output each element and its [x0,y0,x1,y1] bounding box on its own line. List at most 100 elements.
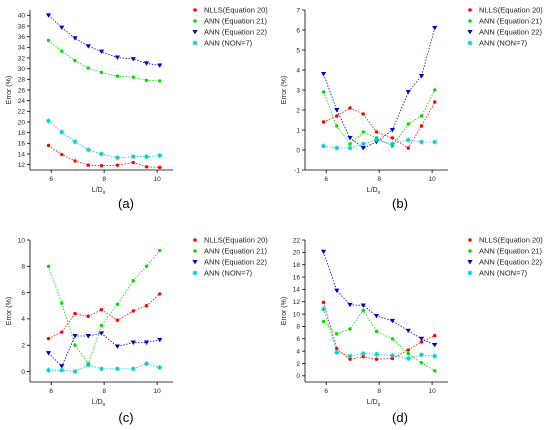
data-point [85,333,91,339]
data-point [130,154,136,160]
series-0 [321,100,437,150]
legend-marker [467,260,473,265]
x-tick-label: 8 [102,176,106,183]
data-point [45,13,52,18]
data-point [320,72,327,77]
data-point [419,352,425,358]
data-point [321,319,326,324]
data-point [46,38,51,43]
data-point [334,288,340,294]
legend-item-1: ANN (Equation 21) [193,247,267,256]
data-point [144,264,149,268]
data-point [72,368,78,374]
y-tick-label: 5 [296,47,300,54]
data-point [60,152,64,157]
legend-marker [193,19,197,23]
x-tick-label: 10 [428,176,436,183]
chart-panel-a: 12 14 16 18 20 22 24 26 28 30 32 34 36 38 40 6 8 10 L/Ds Er… [6,6,268,212]
data-point [406,146,410,150]
y-tick-label: 8 [296,324,300,331]
data-point [130,57,136,62]
legend-label: ANN (NON=7) [479,39,528,48]
data-point [360,303,366,308]
data-point [348,357,352,361]
y-tick-label: 16 [18,141,26,148]
legend-marker [467,40,473,46]
y-tick-label: 6 [21,290,25,297]
legend-marker [468,19,472,23]
legend-item-1: ANN (Equation 21) [468,17,542,26]
series-0 [46,143,162,170]
series-2 [45,331,163,369]
data-point [144,154,150,160]
series-1 [46,248,162,366]
data-point [157,153,163,159]
legend-item-2: ANN (Equation 22) [192,28,267,37]
data-point [335,114,339,118]
series-line [48,332,160,367]
y-tick-label: 4 [21,316,25,323]
data-point [347,302,353,308]
legend-label: ANN (Equation 22) [479,28,542,37]
legend-label: ANN (NON=7) [204,269,253,278]
data-point [374,357,379,361]
data-point [373,313,380,319]
data-point [73,311,77,316]
x-tick-label: 10 [153,388,161,395]
series-line [323,309,436,372]
y-axis-label: Error (%) [281,76,288,104]
data-point [158,165,162,170]
legend-item-2: ANN (Equation 22) [467,28,542,37]
data-point [432,353,438,359]
data-point [348,327,352,331]
data-point [321,90,326,94]
data-point [374,329,379,334]
series-line [48,250,161,365]
legend-label: ANN (Equation 21) [479,247,542,256]
data-point [374,137,379,143]
data-point [348,106,352,110]
y-tick-label: 0 [296,147,300,154]
data-point [432,139,438,145]
data-point [361,130,365,134]
data-point [360,141,366,147]
y-tick-label: 20 [293,250,301,257]
legend-marker [192,30,198,35]
y-tick-label: 10 [18,237,26,244]
series-line [48,293,161,339]
y-tick-label: 2 [296,107,300,114]
y-tick-label: 2 [21,342,25,349]
y-tick-label: 38 [18,23,26,30]
y-tick-label: 22 [18,109,26,116]
y-tick-label: 6 [296,27,300,34]
legend-item-1: ANN (Equation 21) [468,247,542,256]
legend-label: ANN (Equation 21) [204,247,267,256]
y-tick-label: 40 [18,13,26,20]
x-tick-label: 8 [102,388,106,395]
series-line [48,363,160,372]
series-2 [320,26,438,151]
y-tick-label: 3 [296,87,300,94]
legend-marker [193,249,197,253]
series-line [323,302,435,360]
data-point [99,70,104,75]
legend-label: NLLS(Equation 20) [479,236,543,245]
chart-panel-b: -1 0 1 2 3 4 5 6 7 6 8 10 L/Ds Error (%) NLLS(Equation… [281,6,543,212]
data-point [73,58,77,63]
data-point [390,356,395,361]
panel-caption: (c) [118,410,133,425]
data-point [85,147,91,153]
y-tick-label: 34 [18,45,26,52]
data-point [86,163,90,167]
data-point [158,248,162,253]
series-line [48,40,160,82]
legend-item-3: ANN (NON=7) [467,269,528,278]
series-3 [46,361,163,374]
data-point [131,75,135,79]
series-1 [46,38,162,83]
x-axis-label: L/Ds [92,399,106,408]
data-point [114,344,120,349]
x-tick-label: 6 [49,388,53,395]
series-line [48,120,160,159]
y-tick-label: 12 [293,299,301,306]
